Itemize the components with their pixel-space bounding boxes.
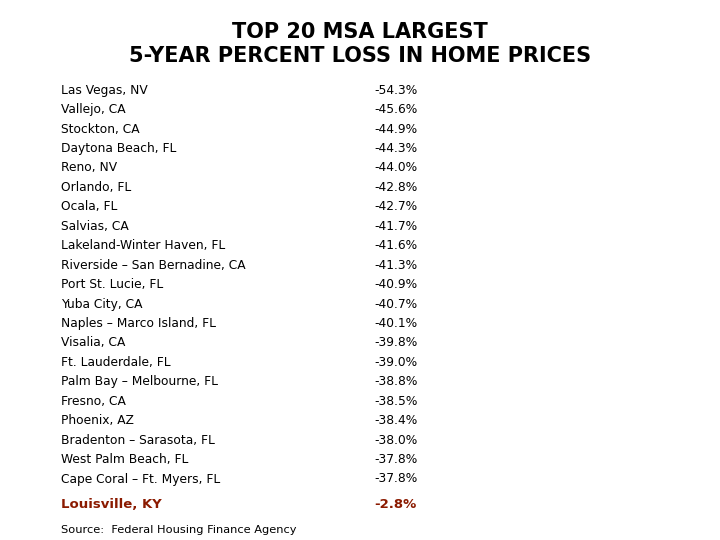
Text: Palm Bay – Melbourne, FL: Palm Bay – Melbourne, FL [61, 375, 218, 388]
Text: -38.0%: -38.0% [374, 434, 418, 447]
Text: Reno, NV: Reno, NV [61, 161, 117, 174]
Text: -39.8%: -39.8% [374, 336, 418, 349]
Text: Lakeland-Winter Haven, FL: Lakeland-Winter Haven, FL [61, 239, 225, 252]
Text: Visalia, CA: Visalia, CA [61, 336, 125, 349]
Text: -38.5%: -38.5% [374, 395, 418, 408]
Text: Port St. Lucie, FL: Port St. Lucie, FL [61, 278, 163, 291]
Text: -44.3%: -44.3% [374, 142, 418, 155]
Text: Stockton, CA: Stockton, CA [61, 123, 140, 136]
Text: Salvias, CA: Salvias, CA [61, 220, 129, 233]
Text: -54.3%: -54.3% [374, 84, 418, 97]
Text: -38.4%: -38.4% [374, 414, 418, 427]
Text: Riverside – San Bernadine, CA: Riverside – San Bernadine, CA [61, 259, 246, 272]
Text: Phoenix, AZ: Phoenix, AZ [61, 414, 134, 427]
Text: Cape Coral – Ft. Myers, FL: Cape Coral – Ft. Myers, FL [61, 472, 220, 485]
Text: Bradenton – Sarasota, FL: Bradenton – Sarasota, FL [61, 434, 215, 447]
Text: -44.0%: -44.0% [374, 161, 418, 174]
Text: Orlando, FL: Orlando, FL [61, 181, 132, 194]
Text: Fresno, CA: Fresno, CA [61, 395, 126, 408]
Text: -41.7%: -41.7% [374, 220, 418, 233]
Text: -38.8%: -38.8% [374, 375, 418, 388]
Text: TOP 20 MSA LARGEST
5-YEAR PERCENT LOSS IN HOME PRICES: TOP 20 MSA LARGEST 5-YEAR PERCENT LOSS I… [129, 22, 591, 65]
Text: -40.7%: -40.7% [374, 298, 418, 310]
Text: Vallejo, CA: Vallejo, CA [61, 103, 126, 116]
Text: Ocala, FL: Ocala, FL [61, 200, 117, 213]
Text: -2.8%: -2.8% [374, 498, 417, 511]
Text: -39.0%: -39.0% [374, 356, 418, 369]
Text: -45.6%: -45.6% [374, 103, 418, 116]
Text: -37.8%: -37.8% [374, 453, 418, 466]
Text: Las Vegas, NV: Las Vegas, NV [61, 84, 148, 97]
Text: -41.3%: -41.3% [374, 259, 418, 272]
Text: -40.1%: -40.1% [374, 317, 418, 330]
Text: Source:  Federal Housing Finance Agency: Source: Federal Housing Finance Agency [61, 525, 297, 536]
Text: -42.8%: -42.8% [374, 181, 418, 194]
Text: -40.9%: -40.9% [374, 278, 418, 291]
Text: Yuba City, CA: Yuba City, CA [61, 298, 143, 310]
Text: -37.8%: -37.8% [374, 472, 418, 485]
Text: -44.9%: -44.9% [374, 123, 418, 136]
Text: -41.6%: -41.6% [374, 239, 418, 252]
Text: Naples – Marco Island, FL: Naples – Marco Island, FL [61, 317, 216, 330]
Text: Louisville, KY: Louisville, KY [61, 498, 162, 511]
Text: Ft. Lauderdale, FL: Ft. Lauderdale, FL [61, 356, 171, 369]
Text: Daytona Beach, FL: Daytona Beach, FL [61, 142, 176, 155]
Text: -42.7%: -42.7% [374, 200, 418, 213]
Text: West Palm Beach, FL: West Palm Beach, FL [61, 453, 189, 466]
